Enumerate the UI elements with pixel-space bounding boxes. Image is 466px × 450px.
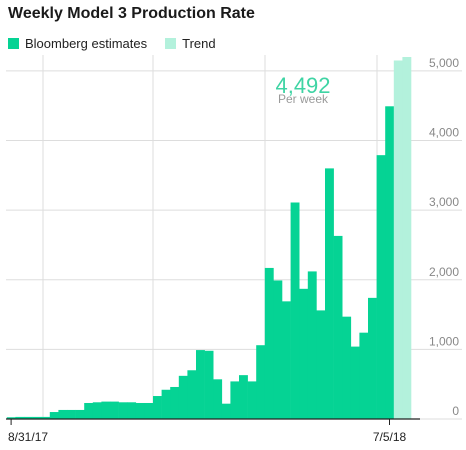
chart-title: Weekly Model 3 Production Rate [8,5,255,22]
bar-estimate [264,267,274,419]
bar-estimate [213,379,223,419]
bar-estimate [333,235,343,419]
bar-trend [402,57,412,419]
y-tick-label: 5,000 [429,56,459,70]
bar-estimate [49,412,59,419]
bar-estimate [359,332,369,419]
bar-estimate [385,106,395,419]
bar-estimate [135,402,145,419]
bar-estimate [110,401,119,419]
bar-estimate [15,416,25,419]
bar-estimate [32,416,42,419]
bar-estimate [350,346,360,419]
y-tick-label: 4,000 [429,126,459,140]
bar-estimate [290,202,300,419]
y-tick-label: 3,000 [429,195,459,209]
bar-estimate [247,381,257,419]
bar-estimate [342,316,352,419]
bar-estimate [101,401,111,419]
bar-estimate [316,310,326,419]
callout-label: Per week [278,92,329,106]
bar-estimate [273,280,283,419]
x-tick-label: 7/5/18 [373,430,407,444]
y-tick-label: 1,000 [429,334,459,348]
x-tick-label: 8/31/17 [8,430,48,444]
legend-item-estimates: Bloomberg estimates [8,36,147,51]
bar-estimate [325,168,334,419]
bar-estimate [144,402,154,419]
bar-estimate [41,416,51,419]
legend-label-estimates: Bloomberg estimates [25,35,148,51]
bar-estimate [256,345,266,419]
y-tick-label: 0 [452,404,459,418]
bar-estimate [239,375,248,419]
bar-estimate [282,301,291,419]
bar-estimate [230,381,240,419]
y-tick-label: 2,000 [429,265,459,279]
bar-estimate [368,297,377,419]
bar-estimate [178,375,188,419]
bar-estimate [376,155,386,419]
legend: Bloomberg estimates Trend [8,35,234,51]
bar-estimate [170,386,180,419]
bar-estimate [118,402,128,419]
bar-estimate [6,417,16,419]
bar-estimate [161,389,171,419]
bar-estimate [127,402,137,419]
bar-estimate [299,288,309,419]
bar-estimate [204,350,214,419]
bar-estimate [67,409,76,419]
bar-estimate [24,416,33,419]
bar-estimate [75,409,85,419]
bar-estimate [307,271,317,419]
bar-estimate [92,402,102,419]
bar-estimate [187,370,197,419]
bar-estimate [84,402,94,419]
bar-estimate [221,403,231,419]
legend-swatch-estimates [8,37,19,49]
bar-trend [393,60,403,419]
legend-label-trend: Trend [182,35,216,51]
legend-swatch-trend [165,37,177,49]
bar-estimate [196,350,205,419]
bar-estimate [58,409,68,419]
bar-estimate [153,396,162,419]
legend-item-trend: Trend [165,35,216,51]
callout-value: 4,492 [275,73,330,98]
